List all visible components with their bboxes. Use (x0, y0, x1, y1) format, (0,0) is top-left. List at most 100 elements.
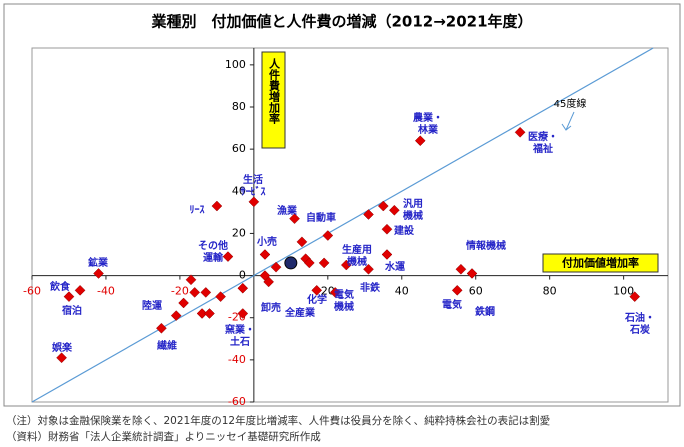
x-axis-label: 付加価値増加率 (562, 256, 639, 270)
x-tick-label: 100 (613, 285, 634, 298)
point-label: 生産用 (342, 243, 372, 256)
point-label: 化学 (307, 293, 327, 306)
y-label-box (261, 51, 286, 149)
x-tick-label: -60 (23, 285, 41, 298)
point (389, 204, 400, 216)
point (322, 230, 334, 241)
point-label: 石炭 (629, 323, 650, 336)
y-tick-label: -40 (228, 353, 246, 366)
y-tick-label: 0 (239, 269, 246, 282)
point (211, 200, 223, 212)
reference-label: 45度線 (554, 97, 587, 110)
point (204, 308, 215, 319)
point-label: 石油・ (624, 311, 655, 324)
point-label: 林業 (418, 123, 439, 136)
point (248, 196, 260, 208)
point-label: 医療・ (528, 130, 558, 143)
point-label: 電気 (442, 298, 462, 311)
point-label: 非鉄 (360, 281, 380, 294)
x-tick-label: -20 (171, 285, 189, 298)
point (303, 257, 315, 269)
point (215, 291, 226, 302)
point (455, 263, 467, 275)
chart-frame (3, 3, 681, 407)
point (318, 257, 330, 269)
point-label: 機械 (403, 209, 423, 222)
point-label: 卸売 (261, 301, 281, 314)
point (74, 284, 86, 296)
point-label: 生活 (243, 173, 263, 186)
point (270, 261, 282, 273)
point-label: 娯楽 (52, 341, 73, 354)
point-label: その他 (198, 239, 228, 252)
point (63, 291, 75, 302)
y-tick-label: -60 (228, 395, 246, 408)
point (189, 287, 201, 298)
point-label: 鉱業 (88, 256, 109, 269)
point (284, 256, 298, 270)
point-label: 鉄鋼 (475, 305, 495, 318)
point-label: 飲食 (49, 280, 71, 293)
y-tick-label: 60 (232, 142, 246, 155)
point-label: 運輸 (203, 251, 224, 264)
point (185, 274, 197, 286)
point-label: 宿泊 (62, 304, 82, 317)
point (381, 249, 393, 260)
point-label: 農業・ (413, 111, 443, 124)
point (629, 291, 641, 302)
y-tick-label: 20 (232, 226, 246, 239)
note: （注）対象は金融保険業を除く、2021年度の12年度比増減率、人件費は役員分を除… (6, 414, 550, 427)
y-axis-label: 人件費増加率 (268, 57, 282, 125)
point-label: 水運 (384, 260, 405, 273)
y-tick-label: 100 (225, 58, 246, 71)
point (222, 251, 234, 262)
point-label: 陸運 (142, 299, 162, 312)
point-label: 繊維 (156, 339, 177, 352)
plot-area (31, 47, 669, 403)
point (329, 287, 341, 298)
x-tick-label: 80 (543, 285, 557, 298)
point-label: 機械 (334, 300, 354, 313)
point-label: 自動車 (306, 211, 336, 224)
point (259, 270, 271, 281)
point (196, 308, 208, 319)
point (311, 284, 323, 296)
y-tick-label: 40 (232, 184, 246, 197)
point (363, 209, 374, 220)
point (363, 263, 374, 275)
point (237, 282, 249, 294)
reference-arrow (561, 111, 575, 131)
point (259, 249, 271, 260)
point (377, 200, 389, 212)
point (156, 322, 167, 334)
point-label: 全産業 (284, 306, 316, 319)
point (93, 268, 104, 279)
y-tick-label: 80 (232, 100, 246, 113)
point-label: 窯業・ (225, 323, 255, 336)
point-label: 汎用 (403, 197, 423, 210)
point-label: 漁業 (277, 204, 298, 217)
point (296, 236, 308, 248)
chart-title: 業種別 付加価値と人件費の増減（2012→2021年度） (150, 13, 532, 31)
point-label: 福祉 (532, 142, 553, 155)
reference-line (31, 47, 654, 403)
point (381, 223, 393, 235)
x-tick-label: 60 (469, 285, 483, 298)
point-label: 情報機械 (466, 239, 506, 252)
note: （資料）財務省「法人企業統計調査」よりニッセイ基礎研究所作成 (6, 430, 321, 443)
x-tick-label: 20 (321, 285, 335, 298)
point (414, 135, 426, 147)
point (466, 268, 478, 279)
point-label: ｻｰﾋﾞｽ (241, 185, 266, 198)
point-label: 電気 (334, 288, 354, 301)
point (237, 308, 249, 319)
point (289, 213, 300, 225)
point-label: 土石 (230, 335, 250, 348)
point (200, 287, 212, 298)
point-label: ﾘｰｽ (190, 204, 205, 216)
point (514, 126, 526, 138)
point (178, 297, 189, 309)
point-label: 小売 (256, 235, 277, 248)
x-tick-label: 40 (395, 285, 409, 298)
x-label-box (542, 253, 659, 273)
